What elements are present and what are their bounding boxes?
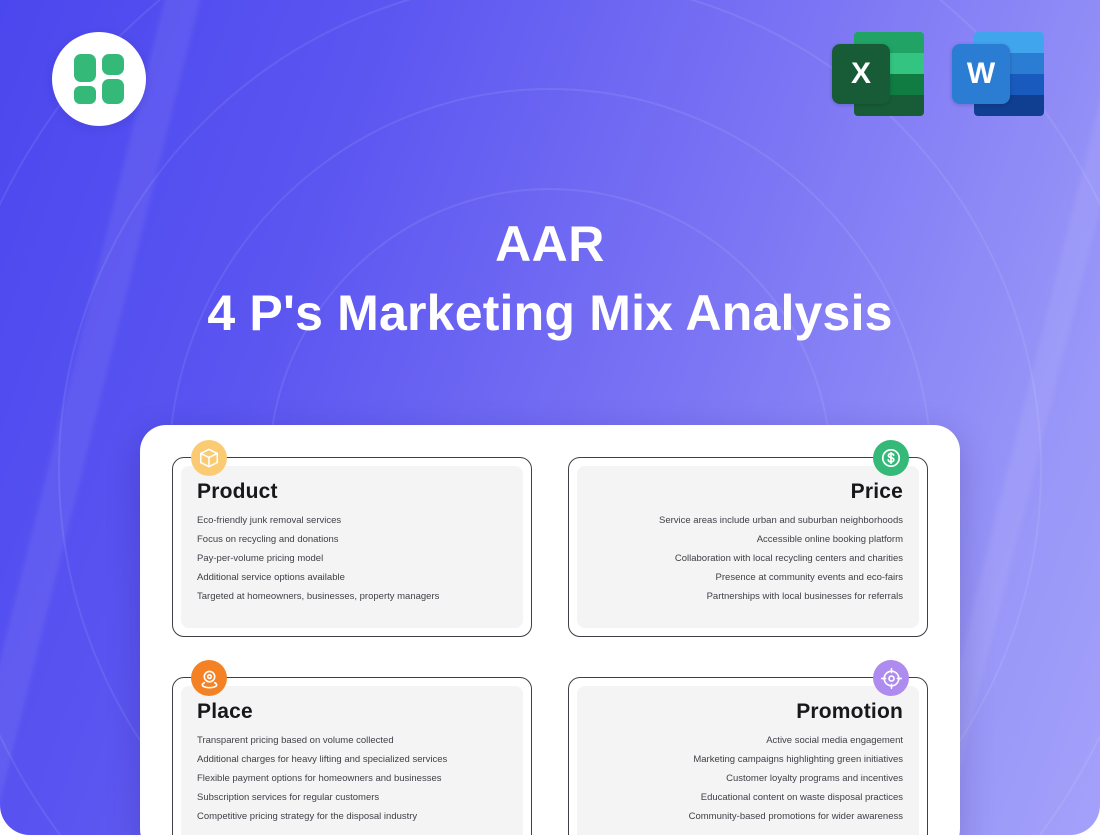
quadrant-item: Partnerships with local businesses for r… — [706, 591, 903, 602]
quadrant-price[interactable]: Price Service areas include urban and su… — [568, 440, 928, 637]
quadrant-item: Additional service options available — [197, 572, 345, 583]
brand-logo[interactable] — [52, 32, 146, 126]
quadrant-place[interactable]: Place Transparent pricing based on volum… — [172, 660, 532, 835]
page-title: AAR — [495, 216, 605, 272]
excel-icon-letter: X — [832, 44, 890, 104]
quadrant-promotion[interactable]: Promotion Active social media engagement… — [568, 660, 928, 835]
quadrant-item: Community-based promotions for wider awa… — [688, 811, 903, 822]
grid-logo-icon — [74, 54, 124, 104]
quadrant-item: Transparent pricing based on volume coll… — [197, 735, 394, 746]
matrix-card: Product Eco-friendly junk removal servic… — [140, 425, 960, 835]
quadrant-item: Eco-friendly junk removal services — [197, 515, 342, 526]
word-icon[interactable]: W — [952, 28, 1044, 120]
quadrant-title: Product — [197, 480, 278, 503]
quadrant-item: Subscription services for regular custom… — [197, 792, 380, 803]
quadrant-item: Presence at community events and eco-fai… — [715, 572, 903, 583]
quadrant-grid: Product Eco-friendly junk removal servic… — [172, 440, 928, 835]
quadrant-title: Promotion — [796, 700, 903, 723]
quadrant-item: Focus on recycling and donations — [197, 534, 339, 545]
excel-icon[interactable]: X — [832, 28, 924, 120]
quadrant-title: Place — [197, 700, 253, 723]
export-icons: X W — [832, 28, 1044, 120]
header-block: AAR 4 P's Marketing Mix Analysis — [0, 218, 1100, 339]
quadrant-item: Collaboration with local recycling cente… — [674, 553, 903, 564]
quadrant-item: Competitive pricing strategy for the dis… — [197, 811, 418, 822]
quadrant-item: Targeted at homeowners, businesses, prop… — [197, 591, 440, 602]
target-crosshair-icon — [873, 660, 909, 696]
quadrant-item: Active social media engagement — [766, 735, 903, 746]
quadrant-item: Pay-per-volume pricing model — [197, 553, 324, 564]
quadrant-item: Service areas include urban and suburban… — [658, 515, 903, 526]
quadrant-item: Additional charges for heavy lifting and… — [197, 754, 448, 765]
dollar-coin-icon — [873, 440, 909, 476]
quadrant-item: Educational content on waste disposal pr… — [700, 792, 903, 803]
quadrant-item: Customer loyalty programs and incentives — [726, 773, 903, 784]
quadrant-title: Price — [850, 480, 903, 503]
quadrant-item: Accessible online booking platform — [756, 534, 903, 545]
quadrant-item: Marketing campaigns highlighting green i… — [693, 754, 903, 765]
page-subtitle: 4 P's Marketing Mix Analysis — [207, 284, 893, 341]
quadrant-item: Flexible payment options for homeowners … — [197, 773, 442, 784]
package-box-icon — [191, 440, 227, 476]
quadrant-product[interactable]: Product Eco-friendly junk removal servic… — [172, 440, 532, 637]
location-pin-icon — [191, 660, 227, 696]
word-icon-letter: W — [952, 44, 1010, 104]
